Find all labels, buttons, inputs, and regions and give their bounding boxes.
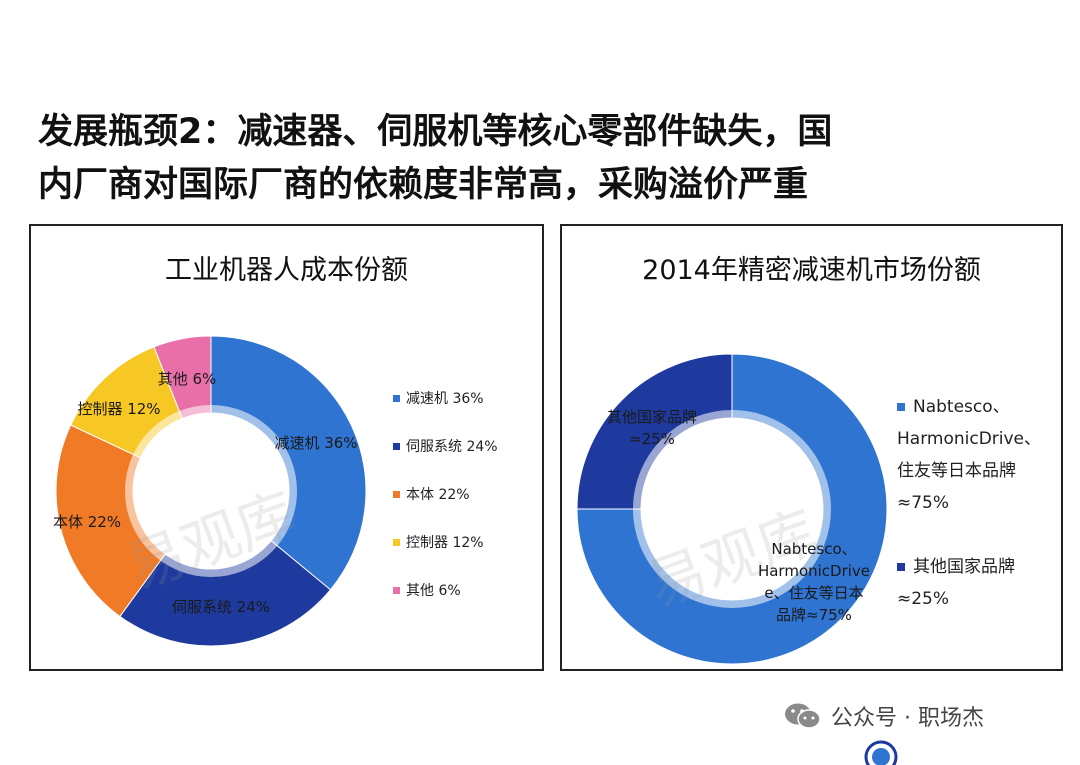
legend-item: 本体 22% [393,484,470,504]
legend-item: 伺服系统 24% [393,436,498,456]
donut-inner-ring [633,410,831,608]
headline-line-1: 发展瓶颈2：减速器、伺服机等核心零部件缺失，国 [38,112,833,152]
legend-swatch [393,442,400,450]
legend-label: 本体 22% [406,487,470,503]
donut-slice [576,353,888,665]
headline-line-2: 内厂商对国际厂商的依赖度非常高，采购溢价严重 [38,165,809,205]
legend-item: 其他国家品牌≈25% [897,551,1047,615]
cost-share-chart-panel: 工业机器人成本份额 易观库 减速机 36% 伺服系统 24% 本体 22% 控制器 12… [29,224,544,671]
donut-slice [576,353,733,510]
legend-swatch [393,538,400,546]
legend-label: 其他国家品牌≈25% [897,557,1015,609]
slice-data-label: 其他 6% [158,370,217,388]
chart-title: 工业机器人成本份额 [165,255,408,286]
legend-swatch [897,563,905,571]
legend-swatch [393,490,400,498]
wechat-footer: 公众号 · 职场杰 [783,700,984,732]
legend-swatch [897,403,905,411]
brand-logo-icon [864,740,898,765]
legend-item: 其他 6% [393,580,461,600]
slice-data-label: 其他国家品牌≈25% [607,408,697,448]
slice-data-label: 控制器 12% [77,400,160,418]
donut-slice [55,424,166,618]
legend-item: 控制器 12% [393,532,484,552]
slice-data-label: 本体 22% [53,513,121,531]
slice-data-label: 减速机 36% [274,434,357,452]
legend-item: 减速机 36% [393,388,484,408]
slice-data-label: 伺服系统 24% [172,598,270,616]
donut-inner-ring [125,405,297,577]
legend-label: 控制器 12% [406,535,484,551]
page-headline: 发展瓶颈2：减速器、伺服机等核心零部件缺失，国 内厂商对国际厂商的依赖度非常高，… [38,106,938,212]
footer-text: 公众号 · 职场杰 [831,706,984,731]
legend-item: Nabtesco、HarmonicDrive、住友等日本品牌≈75% [897,391,1047,519]
legend-swatch [393,586,400,594]
chart-title: 2014年精密减速机市场份额 [642,255,981,286]
reducer-market-chart-panel: 2014年精密减速机市场份额 易观库 Nabtesco、 HarmonicDrive… [560,224,1063,671]
legend-label: Nabtesco、HarmonicDrive、住友等日本品牌≈75% [897,397,1042,513]
legend-label: 其他 6% [406,583,461,599]
wechat-icon [785,703,821,729]
legend-label: 伺服系统 24% [406,439,498,455]
donut-slice [153,335,212,420]
slice-data-label: Nabtesco、 HarmonicDrive e、住友等日本品牌≈75% [758,540,870,624]
legend-label: 减速机 36% [406,391,484,407]
legend-swatch [393,394,400,402]
